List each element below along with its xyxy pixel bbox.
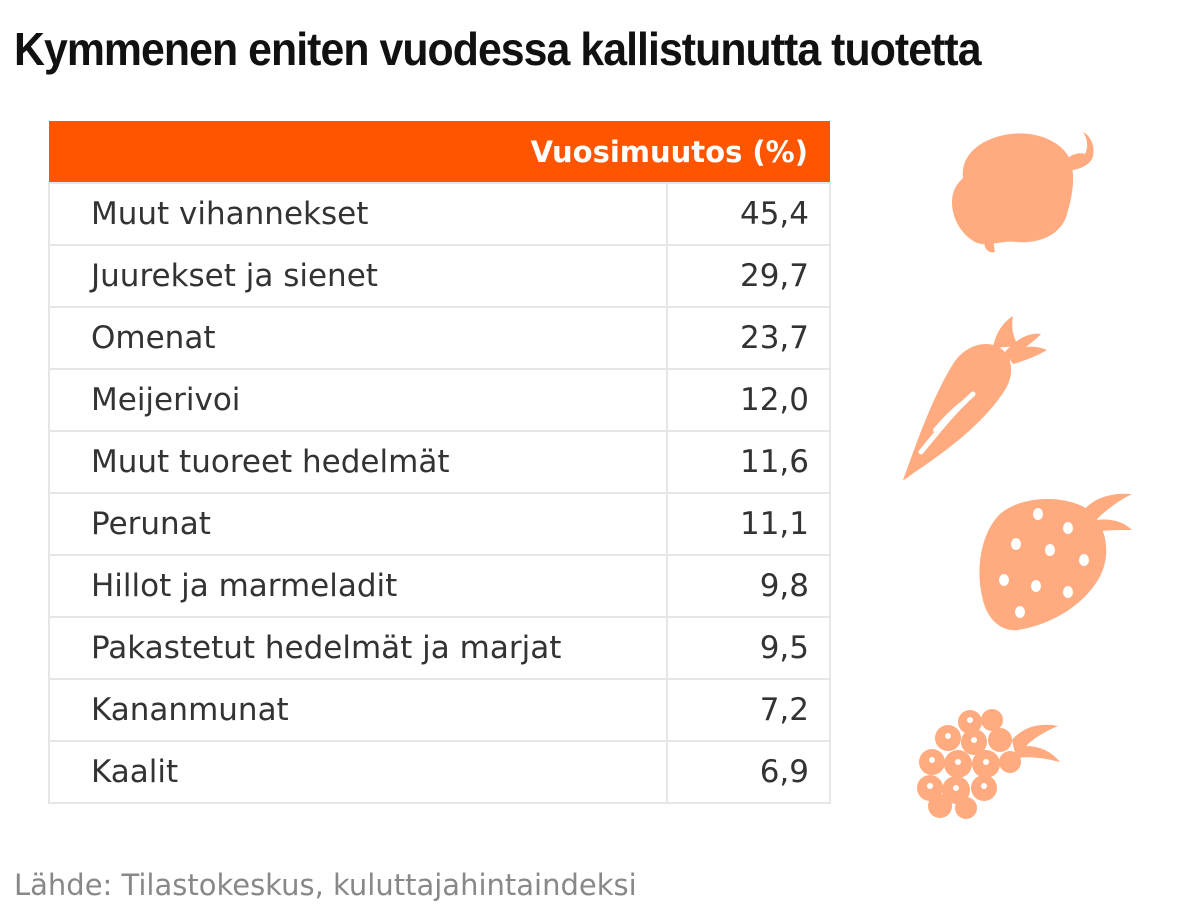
table-row: Muut tuoreet hedelmät 11,6 — [48, 430, 831, 494]
table-row: Kananmunat 7,2 — [48, 678, 831, 742]
carrot-icon — [903, 316, 1047, 480]
row-label: Muut tuoreet hedelmät — [48, 430, 668, 494]
row-value: 9,5 — [666, 616, 831, 680]
row-label: Muut vihannekset — [48, 182, 668, 246]
column-header-annual-change: Vuosimuutos (%) — [49, 121, 830, 183]
row-label: Hillot ja marmeladit — [48, 554, 668, 618]
row-label: Perunat — [48, 492, 668, 556]
row-value: 7,2 — [666, 678, 831, 742]
row-value: 6,9 — [666, 740, 831, 804]
table-header-row: Vuosimuutos (%) — [49, 121, 830, 183]
row-label: Pakastetut hedelmät ja marjat — [48, 616, 668, 680]
table-row: Muut vihannekset 45,4 — [48, 182, 831, 246]
table-body: Muut vihannekset 45,4 Juurekset ja sienet 2… — [48, 182, 831, 804]
table-row: Juurekset ja sienet 29,7 — [48, 244, 831, 308]
row-label: Juurekset ja sienet — [48, 244, 668, 308]
data-table: Vuosimuutos (%) Muut vihannekset 45,4 Juur… — [48, 121, 831, 804]
row-value: 29,7 — [666, 244, 831, 308]
chart-title: Kymmenen eniten vuodessa kallistunutta t… — [14, 23, 982, 75]
row-label: Omenat — [48, 306, 668, 370]
pepper-icon — [951, 132, 1094, 253]
row-value: 11,1 — [666, 492, 831, 556]
table-row: Hillot ja marmeladit 9,8 — [48, 554, 831, 618]
table-row: Kaalit 6,9 — [48, 740, 831, 804]
row-value: 12,0 — [666, 368, 831, 432]
row-label: Meijerivoi — [48, 368, 668, 432]
row-label: Kananmunat — [48, 678, 668, 742]
strawberry-icon — [979, 493, 1132, 631]
price-change-table: Vuosimuutos (%) Muut vihannekset 45,4 Juur… — [48, 121, 831, 804]
source-note: Lähde: Tilastokeskus, kuluttajahintainde… — [14, 868, 637, 902]
row-value: 9,8 — [666, 554, 831, 618]
row-value: 11,6 — [666, 430, 831, 494]
table-row: Perunat 11,1 — [48, 492, 831, 556]
row-value: 45,4 — [666, 182, 831, 246]
row-value: 23,7 — [666, 306, 831, 370]
table-row: Meijerivoi 12,0 — [48, 368, 831, 432]
table-row: Pakastetut hedelmät ja marjat 9,5 — [48, 616, 831, 680]
row-label: Kaalit — [48, 740, 668, 804]
raspberry-icon — [917, 709, 1060, 819]
table-row: Omenat 23,7 — [48, 306, 831, 370]
